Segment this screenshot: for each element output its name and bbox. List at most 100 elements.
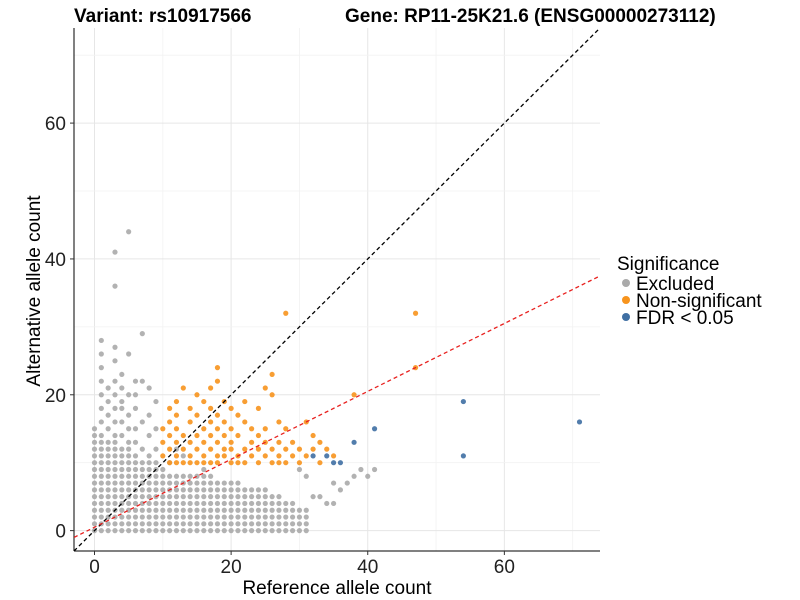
point-excluded (289, 514, 296, 520)
point-excluded (98, 460, 104, 466)
point-excluded (262, 514, 268, 520)
point-excluded (317, 494, 323, 500)
point-non-significant (201, 453, 207, 459)
point-non-significant (194, 392, 200, 398)
point-non-significant (235, 460, 241, 466)
point-excluded (112, 358, 118, 364)
point-non-significant (249, 453, 255, 459)
point-excluded (208, 487, 214, 493)
point-fdr-0-05 (576, 419, 583, 425)
point-non-significant (167, 405, 173, 411)
point-excluded (139, 514, 145, 520)
point-excluded (126, 480, 132, 486)
point-excluded (208, 473, 214, 479)
point-non-significant (160, 426, 166, 432)
point-non-significant (208, 460, 214, 466)
point-excluded (228, 500, 234, 507)
x-axis-ticks: 0 20 40 60 (89, 551, 515, 578)
point-excluded (112, 500, 118, 507)
point-excluded (132, 378, 139, 384)
point-excluded (208, 521, 214, 527)
point-excluded (98, 405, 104, 411)
point-excluded (112, 405, 118, 411)
point-non-significant (228, 460, 234, 466)
point-excluded (153, 528, 159, 534)
point-excluded (146, 507, 152, 513)
point-non-significant (310, 446, 316, 452)
point-excluded (105, 487, 111, 493)
point-excluded (358, 466, 364, 473)
point-excluded (201, 487, 207, 493)
point-excluded (112, 378, 118, 384)
point-excluded (132, 494, 139, 500)
point-excluded (262, 487, 268, 493)
point-excluded (255, 514, 262, 520)
point-excluded (173, 480, 180, 486)
point-excluded (228, 494, 234, 500)
point-excluded (112, 439, 118, 445)
point-excluded (112, 473, 118, 479)
point-excluded (139, 331, 145, 337)
point-excluded (105, 494, 111, 500)
point-excluded (187, 480, 193, 486)
point-excluded (330, 480, 337, 486)
point-excluded (160, 480, 166, 486)
point-excluded (119, 405, 125, 411)
point-non-significant (221, 432, 227, 439)
point-non-significant (173, 439, 180, 445)
point-excluded (105, 412, 111, 418)
point-excluded (146, 528, 152, 534)
point-excluded (289, 528, 296, 534)
point-excluded (221, 507, 227, 513)
legend-label-excluded: Excluded (636, 274, 714, 295)
point-non-significant (296, 460, 303, 466)
point-excluded (126, 500, 132, 507)
point-non-significant (173, 412, 180, 418)
point-non-significant (167, 419, 173, 425)
point-excluded (132, 473, 139, 479)
point-non-significant (317, 439, 323, 445)
point-excluded (249, 521, 255, 527)
point-excluded (276, 514, 282, 520)
point-excluded (112, 480, 118, 486)
point-non-significant (173, 398, 180, 405)
point-excluded (289, 500, 296, 507)
point-non-significant (214, 412, 221, 418)
point-non-significant (160, 439, 166, 445)
point-excluded (132, 500, 139, 507)
point-excluded (262, 528, 268, 534)
point-excluded (201, 521, 207, 527)
point-excluded (303, 521, 309, 527)
point-excluded (146, 412, 152, 418)
point-excluded (201, 480, 207, 486)
point-excluded (119, 385, 125, 391)
point-excluded (112, 460, 118, 466)
point-excluded (139, 466, 145, 473)
point-excluded (139, 494, 145, 500)
point-excluded (201, 528, 207, 534)
point-excluded (98, 453, 104, 459)
point-excluded (126, 487, 132, 493)
point-excluded (105, 453, 111, 459)
point-excluded (221, 494, 227, 500)
point-excluded (119, 473, 125, 479)
point-excluded (112, 487, 118, 493)
point-excluded (262, 500, 268, 507)
point-excluded (221, 500, 227, 507)
legend-swatch-excluded (622, 279, 630, 287)
point-excluded (283, 500, 289, 507)
point-excluded (365, 473, 371, 479)
point-excluded (119, 371, 125, 378)
point-excluded (173, 514, 180, 520)
point-excluded (173, 473, 180, 479)
point-excluded (105, 385, 111, 391)
point-excluded (91, 446, 98, 452)
point-excluded (208, 494, 214, 500)
x-tick-label: 0 (89, 557, 100, 578)
point-excluded (119, 507, 125, 513)
point-excluded (235, 494, 241, 500)
point-excluded (242, 528, 248, 534)
point-excluded (262, 521, 268, 527)
point-excluded (194, 507, 200, 513)
point-excluded (132, 466, 139, 473)
